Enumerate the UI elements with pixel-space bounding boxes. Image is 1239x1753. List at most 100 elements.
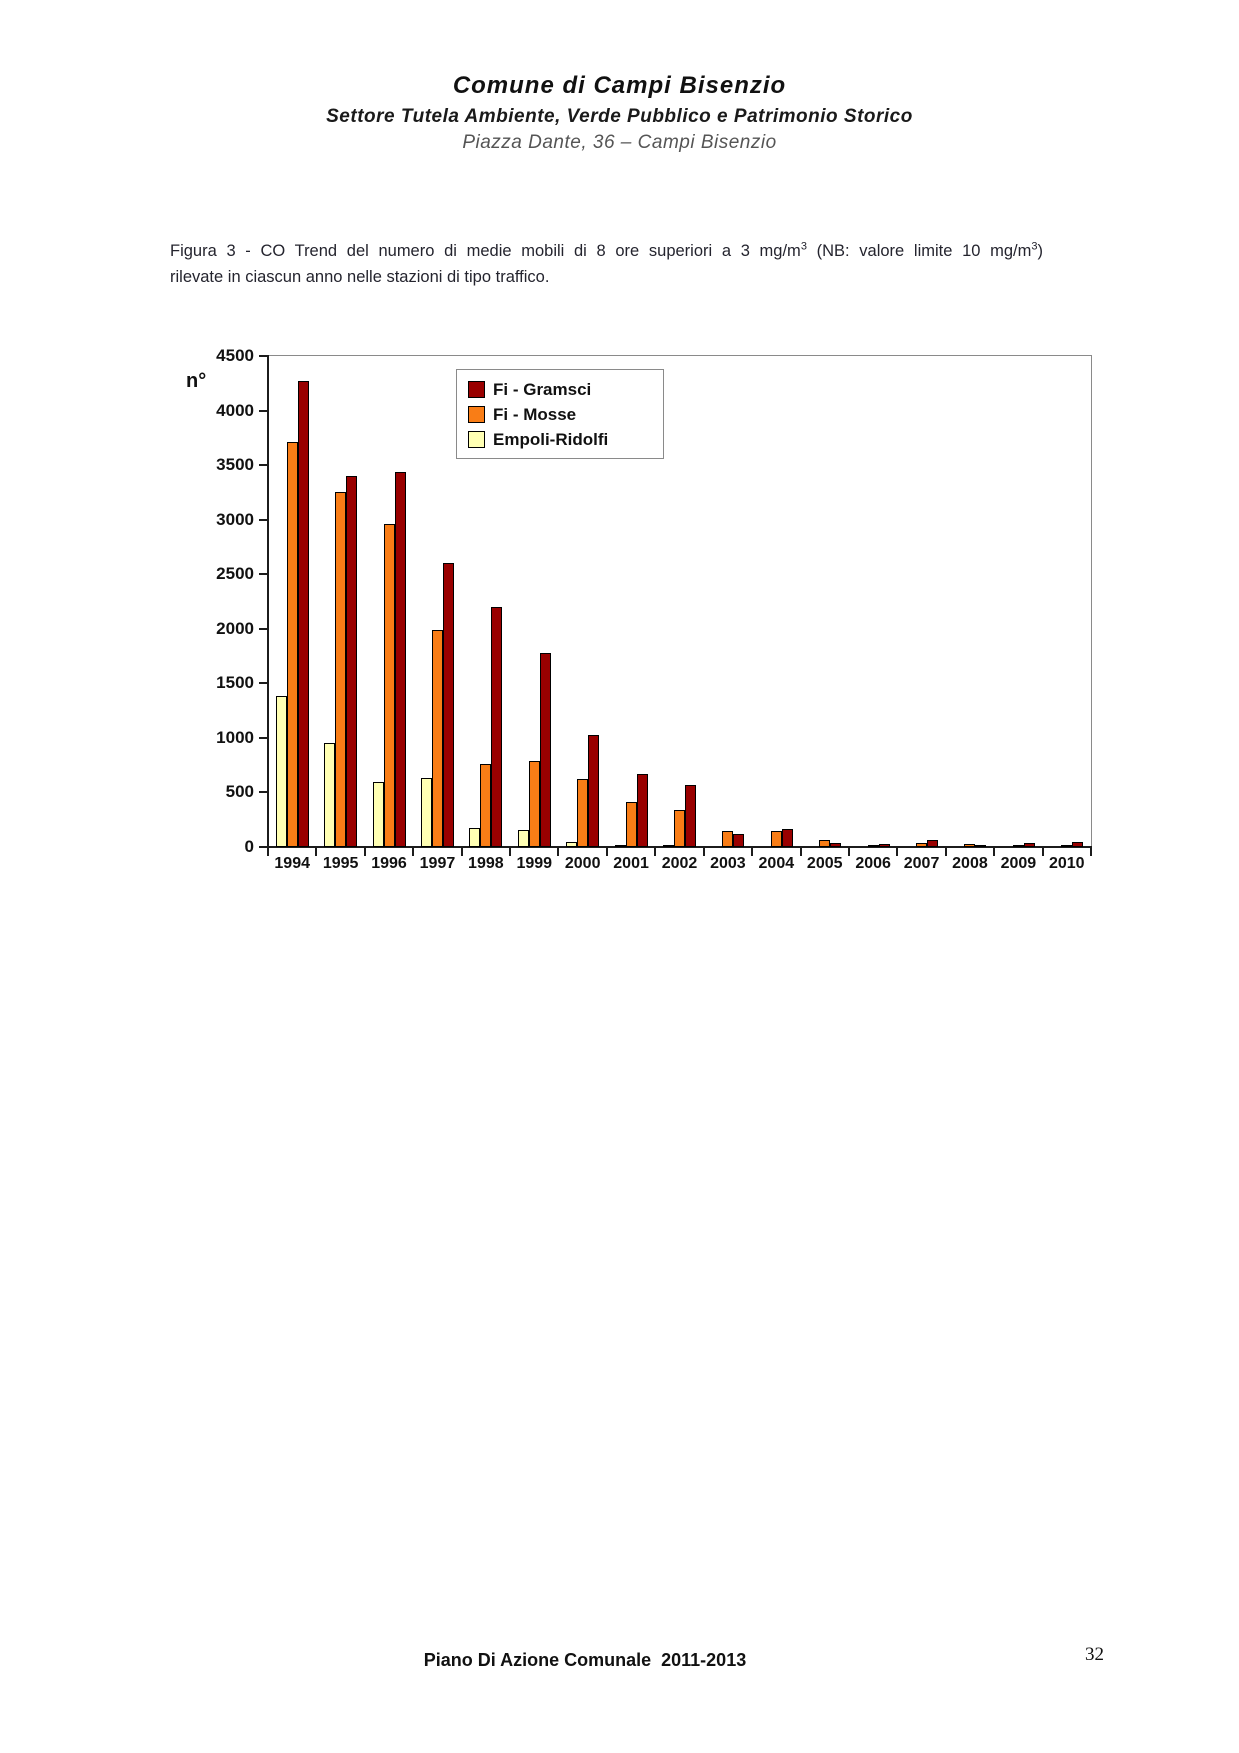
bar-fi-gramsci <box>539 652 551 847</box>
x-axis-tick <box>993 848 996 856</box>
y-axis-tick <box>259 682 267 685</box>
page-header: Comune di Campi Bisenzio Settore Tutela … <box>0 72 1239 154</box>
legend-swatch-icon <box>468 381 485 398</box>
x-axis-tick <box>944 848 947 856</box>
bar-fi-mosse <box>819 840 831 847</box>
x-axis-category-label: 2004 <box>758 855 795 872</box>
x-axis-category-label: 2006 <box>855 855 891 872</box>
legend-swatch-icon <box>468 406 485 423</box>
header-title: Comune di Campi Bisenzio <box>452 72 787 99</box>
y-axis-tick-label: 1500 <box>216 673 254 693</box>
bar-fi-mosse <box>528 760 540 847</box>
bar-empoli-ridolfi <box>663 845 674 847</box>
y-axis-tick-label: 3000 <box>216 509 254 529</box>
legend-label: Fi - Mosse <box>493 404 577 424</box>
bar-fi-gramsci <box>830 842 842 847</box>
x-axis-category-label: 1997 <box>419 855 456 872</box>
x-axis-category-label: 2000 <box>564 855 601 872</box>
bar-fi-gramsci <box>733 833 745 847</box>
y-axis-tick-label: 2000 <box>216 618 254 638</box>
bar-fi-mosse <box>1061 845 1073 847</box>
x-axis-tick <box>605 848 608 856</box>
bar-fi-gramsci <box>975 845 987 847</box>
x-axis-category-label: 2002 <box>661 855 698 872</box>
bar-fi-mosse <box>867 845 879 847</box>
y-axis-tick <box>259 846 267 848</box>
caption-superscript: 3 <box>1031 240 1038 253</box>
x-axis-category-label: 2005 <box>806 855 843 872</box>
chart-legend: Fi - Gramsci Fi - Mosse Empoli-Ridolfi <box>456 369 664 459</box>
y-axis-tick <box>259 573 267 576</box>
y-axis-tick <box>259 464 267 467</box>
figure-caption: Figura 3 - CO Trend del numero di medie … <box>170 238 1043 290</box>
x-axis-tick <box>751 848 754 856</box>
y-axis-tick <box>259 736 267 739</box>
page-number: 32 <box>1085 1644 1104 1665</box>
figure-caption-line1: Figura 3 - CO Trend del numero di medie … <box>170 240 1043 260</box>
x-axis-category-label: 2008 <box>952 855 988 872</box>
x-axis-category-label: 1995 <box>322 855 359 872</box>
bar-fi-mosse <box>722 830 734 847</box>
y-axis-tick <box>259 518 267 521</box>
x-axis-tick <box>847 848 850 856</box>
footer-title: Piano Di Azione Comunale 2011-2013 <box>423 1650 747 1670</box>
x-axis-category-label: 2001 <box>613 855 649 872</box>
y-axis-tick-label: 3500 <box>216 455 254 475</box>
bar-fi-mosse <box>1012 845 1024 847</box>
legend-swatch-icon <box>468 431 485 448</box>
y-axis-title: n° <box>186 370 207 392</box>
bar-chart: n° Fi - Gramsci Fi - Mosse Empoli-Ridolfi … <box>186 346 1092 872</box>
bar-fi-mosse <box>674 809 685 847</box>
bar-empoli-ridolfi <box>275 696 287 847</box>
bar-fi-mosse <box>286 442 298 847</box>
legend-item: Empoli-Ridolfi <box>457 427 663 452</box>
x-axis-tick <box>799 848 802 856</box>
x-axis-tick <box>315 848 318 856</box>
bar-fi-gramsci <box>442 563 454 847</box>
bar-empoli-ridolfi <box>469 828 481 847</box>
bar-fi-gramsci <box>878 843 890 847</box>
x-axis-category-label: 1994 <box>274 855 310 872</box>
bar-fi-gramsci <box>297 381 309 847</box>
y-axis-tick <box>259 355 267 357</box>
x-axis-line <box>267 846 1092 848</box>
bar-fi-mosse <box>383 524 395 847</box>
legend-item: Fi - Gramsci <box>457 377 663 402</box>
x-axis-tick <box>1041 848 1044 856</box>
x-axis-category-label: 2010 <box>1048 855 1085 872</box>
figure-caption-line2: rilevate in ciascun anno nelle stazioni … <box>170 268 550 286</box>
bar-fi-gramsci <box>588 734 600 847</box>
bar-fi-mosse <box>335 492 347 847</box>
bar-fi-gramsci <box>346 476 358 847</box>
x-axis-tick <box>557 848 560 856</box>
y-axis-tick-label: 500 <box>225 782 254 802</box>
caption-superscript: 3 <box>800 240 807 253</box>
bar-empoli-ridolfi <box>324 743 336 847</box>
y-axis-line <box>267 355 269 848</box>
bar-fi-gramsci <box>1023 843 1035 847</box>
bar-fi-mosse <box>964 843 976 847</box>
y-axis-tick-label: 1000 <box>216 727 254 747</box>
bar-empoli-ridolfi <box>420 778 432 847</box>
x-axis-category-label: 2007 <box>903 855 940 872</box>
x-axis-category-label: 1999 <box>516 855 553 872</box>
bar-fi-gramsci <box>491 606 503 847</box>
x-axis-tick <box>509 848 512 856</box>
y-axis-tick <box>259 791 267 794</box>
bar-fi-gramsci <box>1072 842 1084 847</box>
bar-fi-gramsci <box>394 471 406 847</box>
y-axis-tick-label: 4500 <box>216 346 254 365</box>
x-axis-category-label: 1996 <box>371 855 407 872</box>
x-axis-tick <box>702 848 705 856</box>
bar-empoli-ridolfi <box>614 845 626 847</box>
x-axis-tick <box>896 848 899 856</box>
bar-fi-mosse <box>770 830 782 847</box>
bar-fi-gramsci <box>636 773 648 847</box>
x-axis-tick <box>363 848 366 856</box>
bar-fi-mosse <box>577 779 589 847</box>
x-axis-tick <box>1090 848 1092 856</box>
bar-fi-mosse <box>480 764 492 847</box>
legend-label: Fi - Gramsci <box>493 379 592 399</box>
bar-fi-mosse <box>625 802 637 847</box>
bar-empoli-ridolfi <box>372 781 384 847</box>
